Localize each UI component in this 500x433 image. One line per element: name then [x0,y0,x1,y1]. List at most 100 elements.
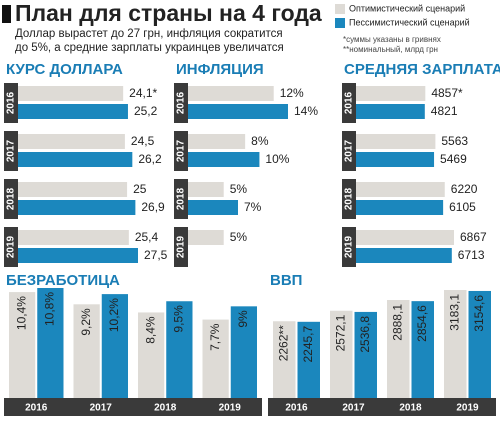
bar [18,152,133,167]
bar [356,248,452,263]
value-label: 3154,6 [472,295,486,332]
value-label: 24,1* [129,86,157,100]
year-box [4,227,18,267]
subtitle: Доллар вырастет до 27 грн, инфляция сокр… [15,28,283,40]
bar [273,321,296,398]
chart-title: СРЕДНЯЯ ЗАРПЛАТА [344,61,500,78]
value-label: 5469 [440,152,467,166]
value-label: 24,5 [131,134,155,148]
bar [356,230,454,245]
chart-title: БЕЗРАБОТИЦА [6,272,120,289]
value-label: 27,5 [144,248,168,262]
value-label: 10,4% [14,296,28,330]
value-label: 4821 [431,104,458,118]
value-label: 14% [294,104,318,118]
year-label: 2017 [90,403,113,414]
value-label: 4857* [431,86,463,100]
year-label: 2016 [344,91,355,114]
bar [444,290,467,398]
year-box [342,83,356,123]
value-label: 2888,1 [390,304,404,341]
value-label: 26,2 [138,152,162,166]
value-label: 6220 [451,182,478,196]
year-box [342,179,356,219]
year-label: 2017 [176,139,187,162]
bar [9,292,36,398]
year-label: 2018 [399,403,422,414]
year-label: 2017 [344,139,355,162]
value-label: 10% [265,152,289,166]
value-label: 2854,6 [415,305,429,342]
year-box [174,83,188,123]
chart-title: ВВП [270,272,302,289]
value-label: 5% [230,182,248,196]
year-box [342,131,356,171]
bar [230,306,257,398]
value-label: 7,7% [208,323,222,351]
legend-swatch [335,4,345,14]
year-strip [268,398,496,416]
value-label: 25 [133,182,147,196]
bar [356,182,445,197]
bar [188,182,224,197]
year-label: 2016 [25,403,48,414]
note: *суммы указаны в гривнях [343,35,441,44]
bar [18,86,124,101]
bar [18,230,129,245]
bar [356,104,425,119]
value-label: 2536,8 [358,316,372,353]
value-label: 9,2% [79,308,93,336]
year-box [174,227,188,267]
bar [188,86,274,101]
note: **номинальный, млрд грн [343,45,438,54]
year-label: 2016 [176,91,187,114]
value-label: 2245,7 [301,325,315,362]
year-label: 2019 [344,235,355,258]
value-label: 25,2 [134,104,158,118]
value-label: 8% [251,134,269,148]
value-label: 10,8% [43,292,57,326]
value-label: 9% [236,310,250,328]
value-label: 6867 [460,230,487,244]
bar [18,182,128,197]
bar [188,230,224,245]
value-label: 12% [280,86,304,100]
value-label: 25,4 [135,230,159,244]
bar [354,311,377,398]
legend-swatch [335,18,345,28]
bar [18,248,138,263]
year-box [4,131,18,171]
value-label: 7% [244,200,262,214]
year-label: 2019 [219,403,242,414]
bar [166,301,193,398]
year-box [4,179,18,219]
year-box [4,83,18,123]
bar [411,301,434,398]
bar [18,104,128,119]
bar [356,134,436,149]
value-label: 2262** [276,325,290,361]
chart-title: КУРС ДОЛЛАРА [6,61,123,78]
title-bullet [2,5,11,23]
year-label: 2018 [154,403,177,414]
bar [18,134,125,149]
year-label: 2017 [6,139,17,162]
year-label: 2017 [342,403,365,414]
year-label: 2019 [456,403,479,414]
bar [188,152,260,167]
bar [37,288,64,398]
value-label: 6105 [449,200,476,214]
bar [468,290,491,398]
bar [73,304,100,398]
legend-label: Пессимистический сценарий [349,17,470,27]
value-label: 10,2% [107,298,121,332]
value-label: 2572,1 [333,314,347,351]
year-label: 2016 [6,91,17,114]
year-label: 2019 [176,235,187,258]
year-label: 2018 [6,187,17,210]
bar [387,300,410,398]
year-label: 2018 [176,187,187,210]
value-label: 8,4% [143,316,157,344]
bar [188,200,238,215]
